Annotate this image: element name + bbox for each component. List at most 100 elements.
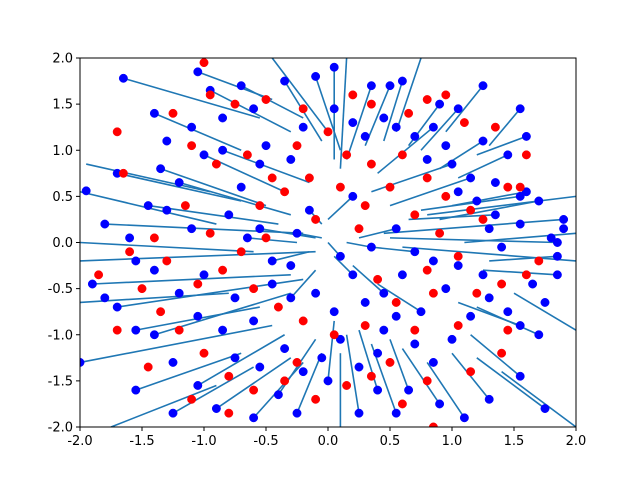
- segment-40: [215, 357, 292, 410]
- blue-point-104: [354, 362, 364, 372]
- blue-point-35: [292, 408, 302, 418]
- red-point-225: [441, 90, 451, 100]
- blue-point-114: [199, 270, 209, 280]
- x-tick-label-6: 1.0: [442, 434, 463, 449]
- red-point-219: [187, 394, 197, 404]
- segment-19: [439, 140, 484, 170]
- segment-73: [377, 126, 434, 174]
- blue-point-118: [286, 261, 296, 271]
- blue-point-94: [472, 196, 482, 206]
- blue-point-23: [100, 219, 110, 229]
- segment-18: [476, 135, 527, 156]
- blue-point-36: [323, 376, 333, 386]
- blue-point-51: [552, 251, 562, 261]
- red-point-163: [397, 150, 407, 160]
- blue-point-39: [391, 408, 401, 418]
- blue-point-133: [218, 113, 228, 123]
- blue-point-72: [267, 256, 277, 266]
- red-point-188: [125, 247, 135, 257]
- blue-point-19: [174, 178, 184, 187]
- blue-point-18: [156, 164, 166, 174]
- blue-point-138: [540, 298, 550, 307]
- x-tick-label-4: 0.0: [318, 434, 339, 449]
- segment-10: [345, 85, 373, 160]
- blue-point-81: [255, 159, 265, 169]
- blue-point-4: [236, 81, 246, 91]
- blue-point-113: [174, 288, 184, 298]
- blue-point-65: [348, 270, 358, 280]
- segment-79: [290, 269, 317, 299]
- red-point-177: [385, 357, 395, 367]
- segment-77: [259, 227, 316, 239]
- red-point-223: [521, 150, 531, 160]
- blue-point-22: [143, 201, 153, 211]
- red-point-211: [292, 357, 302, 367]
- blue-point-110: [230, 353, 240, 363]
- red-point-199: [360, 201, 370, 211]
- blue-point-131: [162, 136, 172, 146]
- blue-point-34: [273, 390, 283, 400]
- blue-point-50: [515, 191, 525, 201]
- segment-21: [117, 172, 242, 202]
- red-point-195: [255, 201, 265, 211]
- segment-5: [271, 57, 329, 133]
- red-point-145: [261, 95, 271, 104]
- blue-point-63: [335, 251, 345, 261]
- segment-0: [123, 77, 261, 119]
- segment-51: [401, 348, 441, 405]
- red-point-156: [211, 159, 221, 169]
- blue-point-37: [354, 408, 364, 418]
- red-point-197: [304, 173, 314, 183]
- segment-30: [79, 250, 316, 262]
- red-point-221: [112, 325, 122, 335]
- y-tick-label-4: 0.0: [52, 236, 73, 251]
- red-point-205: [391, 298, 401, 307]
- red-point-142: [199, 58, 209, 68]
- blue-point-136: [149, 265, 159, 275]
- red-point-144: [230, 99, 240, 109]
- red-point-159: [292, 141, 302, 151]
- segment-71: [389, 177, 471, 207]
- blue-point-112: [193, 311, 203, 321]
- segment-20: [86, 163, 211, 193]
- blue-point-80: [236, 182, 246, 192]
- red-point-158: [267, 173, 277, 183]
- blue-point-71: [292, 228, 302, 238]
- red-point-218: [224, 408, 234, 418]
- red-point-184: [199, 348, 209, 358]
- segment-87: [272, 250, 310, 262]
- red-point-204: [422, 265, 432, 275]
- y-tick-label-6: 1.0: [52, 144, 73, 159]
- blue-point-93: [453, 187, 463, 197]
- red-point-173: [472, 288, 482, 298]
- blue-point-48: [552, 270, 562, 280]
- red-point-222: [94, 270, 104, 280]
- blue-point-14: [515, 104, 525, 114]
- blue-point-73: [242, 233, 252, 243]
- segment-55: [476, 357, 546, 410]
- blue-point-96: [497, 242, 507, 252]
- segment-25: [222, 149, 310, 184]
- blue-point-10: [397, 76, 407, 86]
- y-tick-label-0: -2.0: [48, 421, 73, 436]
- segment-50: [389, 339, 410, 391]
- red-point-162: [366, 159, 376, 169]
- segment-75: [327, 195, 354, 221]
- blue-point-15: [521, 131, 531, 141]
- blue-point-61: [304, 205, 314, 215]
- segment-42: [253, 361, 304, 419]
- blue-point-83: [286, 155, 296, 164]
- blue-point-60: [348, 191, 358, 201]
- red-point-189: [162, 256, 172, 266]
- red-point-192: [236, 247, 246, 257]
- blue-point-82: [261, 141, 271, 151]
- blue-point-16: [478, 136, 488, 146]
- blue-point-25: [112, 302, 122, 312]
- segment-53: [451, 352, 490, 400]
- segment-88: [247, 237, 298, 244]
- red-point-202: [435, 228, 445, 238]
- blue-point-41: [435, 399, 445, 409]
- segment-43: [277, 338, 317, 396]
- segment-37: [135, 352, 242, 391]
- segment-38: [172, 366, 254, 414]
